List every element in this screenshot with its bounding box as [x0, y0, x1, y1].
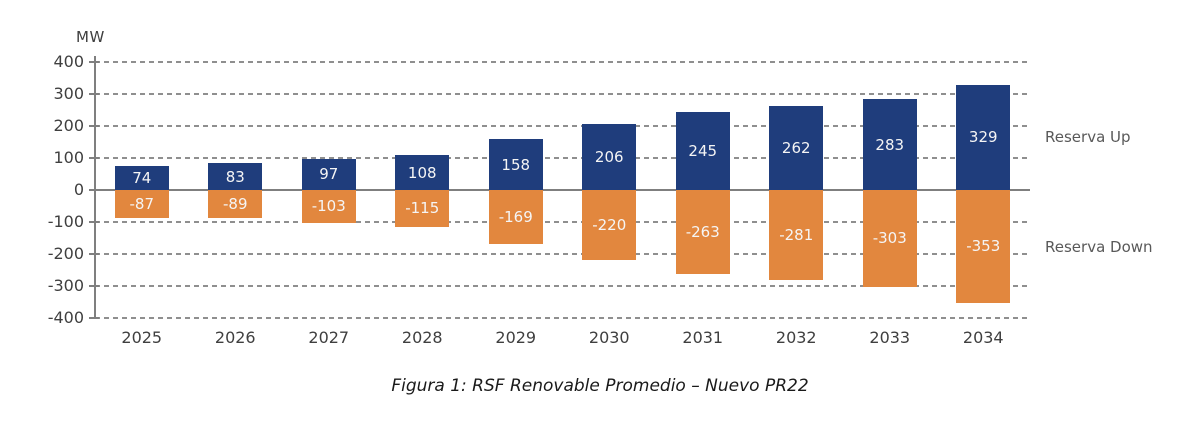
- y-gridline: [95, 157, 1030, 159]
- bar-reserva-up-2031: 245: [675, 111, 730, 190]
- bar-reserva-up-2028: 108: [395, 155, 450, 190]
- y-gridline: [95, 61, 1030, 63]
- y-gridline: [95, 93, 1030, 95]
- bar-value-label: -303: [872, 229, 907, 248]
- x-tick-label-2031: 2031: [682, 328, 724, 347]
- bar-reserva-down-2027: -103: [301, 190, 356, 223]
- bar-reserva-down-2031: -263: [675, 190, 730, 275]
- y-axis-line: [94, 56, 96, 319]
- y-tick-label: 0: [73, 180, 84, 199]
- x-tick-label-2034: 2034: [962, 328, 1004, 347]
- bar-reserva-down-2033: -303: [862, 190, 917, 287]
- y-tick-mark: [89, 253, 99, 255]
- bar-value-label: -169: [498, 208, 533, 227]
- bar-value-label: -115: [405, 199, 440, 218]
- x-tick-label-2027: 2027: [308, 328, 350, 347]
- y-gridline: [95, 125, 1030, 127]
- bar-value-label: -89: [223, 195, 248, 214]
- y-tick-mark: [89, 125, 99, 127]
- y-gridline: [95, 317, 1030, 319]
- bar-value-label: -353: [966, 237, 1001, 256]
- bar-value-label: 283: [875, 135, 905, 154]
- bar-reserva-up-2027: 97: [301, 158, 356, 190]
- x-tick-label-2033: 2033: [869, 328, 911, 347]
- y-tick-mark: [89, 157, 99, 159]
- x-tick-label-2032: 2032: [775, 328, 817, 347]
- bar-reserva-down-2025: -87: [114, 190, 169, 218]
- y-tick-label: -400: [47, 308, 84, 327]
- bar-reserva-down-2029: -169: [488, 190, 543, 245]
- bar-value-label: 108: [407, 163, 437, 182]
- x-tick-label-2025: 2025: [121, 328, 163, 347]
- bar-value-label: -87: [129, 194, 155, 213]
- y-tick-label: 300: [53, 84, 84, 103]
- y-tick-label: 100: [53, 148, 84, 167]
- zero-line: [95, 189, 1030, 191]
- y-gridline: [95, 253, 1030, 255]
- bar-reserva-up-2033: 283: [862, 99, 917, 190]
- bar-reserva-down-2030: -220: [582, 190, 637, 261]
- bar-value-label: -281: [779, 225, 814, 244]
- bar-reserva-up-2030: 206: [582, 124, 637, 190]
- bar-reserva-up-2029: 158: [488, 139, 543, 190]
- y-tick-label: 400: [53, 52, 84, 71]
- y-tick-mark: [89, 317, 99, 319]
- bar-value-label: 83: [225, 167, 245, 186]
- figure-caption: Figura 1: RSF Renovable Promedio – Nuevo…: [391, 376, 809, 396]
- bar-value-label: 74: [132, 169, 152, 188]
- bar-value-label: 262: [781, 139, 811, 158]
- bar-value-label: 158: [501, 155, 531, 174]
- y-tick-label: 200: [53, 116, 84, 135]
- x-tick-label-2026: 2026: [214, 328, 256, 347]
- bar-reserva-down-2028: -115: [395, 190, 450, 227]
- bar-reserva-up-2034: 329: [956, 84, 1011, 190]
- y-tick-label: -300: [47, 276, 84, 295]
- bar-reserva-down-2034: -353: [956, 190, 1011, 303]
- bar-reserva-down-2026: -89: [208, 190, 263, 219]
- bar-value-label: -220: [592, 216, 627, 235]
- y-tick-mark: [89, 61, 99, 63]
- bar-reserva-down-2032: -281: [769, 190, 824, 280]
- y-tick-mark: [89, 93, 99, 95]
- bar-value-label: 97: [319, 165, 339, 184]
- legend-reserva-up: Reserva Up: [1045, 128, 1131, 146]
- y-tick-mark: [89, 221, 99, 223]
- bar-reserva-up-2032: 262: [769, 106, 824, 190]
- bar-value-label: -103: [311, 197, 346, 216]
- x-tick-label-2028: 2028: [401, 328, 443, 347]
- bar-value-label: 245: [688, 141, 718, 160]
- bar-value-label: 329: [968, 128, 998, 147]
- x-tick-label-2029: 2029: [495, 328, 537, 347]
- bar-value-label: 206: [594, 148, 624, 167]
- bar-reserva-up-2025: 74: [114, 166, 169, 190]
- y-tick-label: -200: [47, 244, 84, 263]
- y-gridline: [95, 221, 1030, 223]
- x-tick-label-2030: 2030: [588, 328, 630, 347]
- y-tick-mark: [89, 189, 99, 191]
- legend-reserva-down: Reserva Down: [1045, 238, 1153, 256]
- bar-reserva-up-2026: 83: [208, 163, 263, 190]
- y-gridline: [95, 285, 1030, 287]
- bar-value-label: -263: [685, 223, 720, 242]
- y-axis-unit-label: MW: [76, 28, 105, 46]
- y-tick-label: -100: [47, 212, 84, 231]
- y-tick-mark: [89, 285, 99, 287]
